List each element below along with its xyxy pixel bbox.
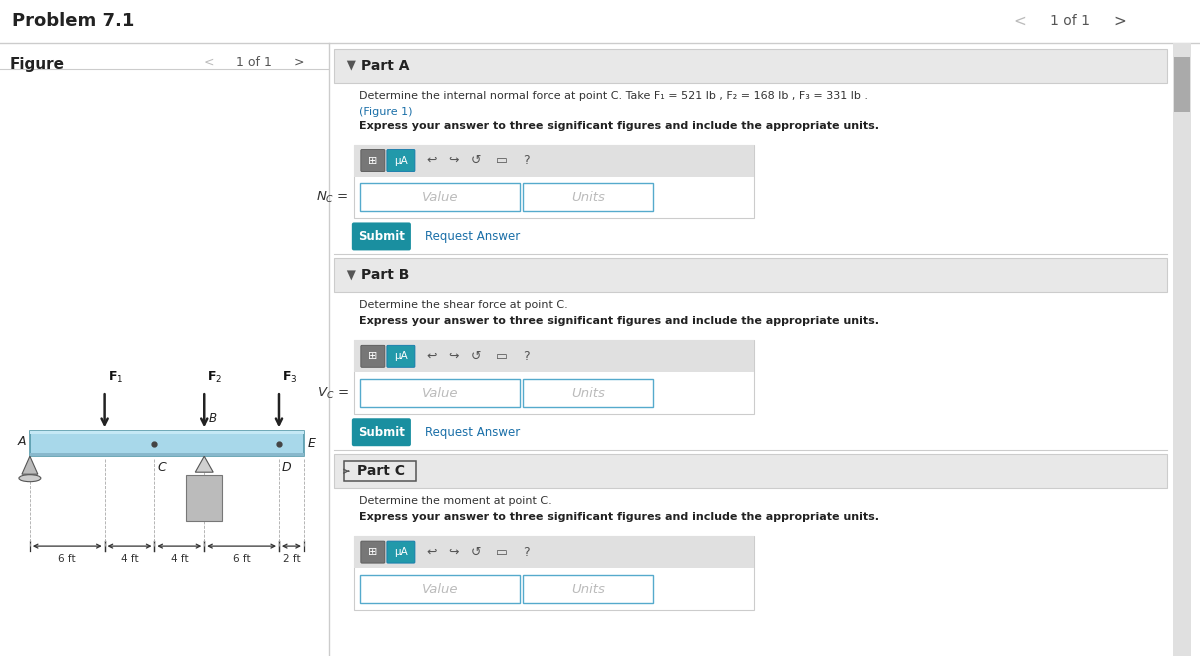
Text: Part A: Part A xyxy=(361,58,409,73)
Text: ▭: ▭ xyxy=(496,154,508,167)
Text: Express your answer to three significant figures and include the appropriate uni: Express your answer to three significant… xyxy=(359,121,878,131)
Text: >: > xyxy=(1114,14,1127,29)
Text: Units: Units xyxy=(571,583,605,596)
FancyBboxPatch shape xyxy=(386,345,415,367)
Text: Express your answer to three significant figures and include the appropriate uni: Express your answer to three significant… xyxy=(359,512,878,522)
Text: Value: Value xyxy=(421,583,458,596)
FancyBboxPatch shape xyxy=(386,150,415,171)
Bar xyxy=(354,536,755,568)
Bar xyxy=(30,431,304,456)
Text: $\mathbf{F}_{1}$: $\mathbf{F}_{1}$ xyxy=(108,370,124,385)
FancyBboxPatch shape xyxy=(352,222,410,251)
Bar xyxy=(523,184,653,211)
Text: <: < xyxy=(1014,14,1026,29)
FancyBboxPatch shape xyxy=(386,541,415,563)
Text: Request Answer: Request Answer xyxy=(425,426,520,439)
Text: Determine the moment at point C.: Determine the moment at point C. xyxy=(359,496,552,506)
Bar xyxy=(354,144,755,176)
Bar xyxy=(354,340,755,414)
Text: Figure: Figure xyxy=(10,56,65,72)
Text: ↩: ↩ xyxy=(427,154,437,167)
Polygon shape xyxy=(347,60,356,71)
Bar xyxy=(354,536,755,610)
Text: Units: Units xyxy=(571,387,605,400)
Bar xyxy=(1172,43,1190,656)
Text: 6 ft: 6 ft xyxy=(233,554,251,564)
Text: Determine the internal normal force at point C. Take F₁ = 521 lb , F₂ = 168 lb ,: Determine the internal normal force at p… xyxy=(359,91,868,100)
Text: Request Answer: Request Answer xyxy=(425,230,520,243)
Text: C: C xyxy=(157,461,166,474)
Text: ⊞: ⊞ xyxy=(368,155,378,165)
Text: Submit: Submit xyxy=(358,230,404,243)
FancyBboxPatch shape xyxy=(352,419,410,446)
Text: Problem 7.1: Problem 7.1 xyxy=(12,12,134,30)
Text: Determine the shear force at point C.: Determine the shear force at point C. xyxy=(359,300,568,310)
Text: 1 of 1: 1 of 1 xyxy=(1050,14,1090,28)
Text: E: E xyxy=(308,437,316,450)
Bar xyxy=(30,453,304,456)
Polygon shape xyxy=(196,456,214,472)
Ellipse shape xyxy=(19,475,41,482)
FancyBboxPatch shape xyxy=(361,150,385,171)
Text: Submit: Submit xyxy=(358,426,404,439)
Text: (Figure 1): (Figure 1) xyxy=(359,106,413,117)
Text: ⊞: ⊞ xyxy=(368,547,378,557)
Text: Part B: Part B xyxy=(361,268,409,282)
Bar xyxy=(334,49,1166,83)
Text: ⊞: ⊞ xyxy=(368,352,378,361)
Bar xyxy=(344,461,416,482)
Text: ↪: ↪ xyxy=(449,154,460,167)
Text: $\mathbf{F}_{3}$: $\mathbf{F}_{3}$ xyxy=(282,370,298,385)
Text: ▭: ▭ xyxy=(496,350,508,363)
Text: ?: ? xyxy=(523,154,529,167)
Text: $N_C$ =: $N_C$ = xyxy=(316,190,349,205)
Text: ↺: ↺ xyxy=(470,350,481,363)
Polygon shape xyxy=(347,270,356,280)
Text: ?: ? xyxy=(523,546,529,559)
Text: ↪: ↪ xyxy=(449,350,460,363)
Text: ↩: ↩ xyxy=(427,546,437,559)
Bar xyxy=(30,431,304,434)
Text: 2 ft: 2 ft xyxy=(283,554,300,564)
Text: $\mathbf{F}_{2}$: $\mathbf{F}_{2}$ xyxy=(208,370,222,385)
Bar xyxy=(360,379,520,407)
Polygon shape xyxy=(22,456,38,474)
Text: A: A xyxy=(18,435,26,448)
Bar xyxy=(334,454,1166,488)
Text: 4 ft: 4 ft xyxy=(121,554,138,564)
Text: Value: Value xyxy=(421,387,458,400)
Text: ↺: ↺ xyxy=(470,154,481,167)
Text: ▭: ▭ xyxy=(496,546,508,559)
Bar xyxy=(354,340,755,373)
Text: >: > xyxy=(294,56,304,69)
Text: 1 of 1: 1 of 1 xyxy=(236,56,272,69)
Text: ?: ? xyxy=(523,350,529,363)
Bar xyxy=(523,379,653,407)
Text: ↪: ↪ xyxy=(449,546,460,559)
Text: <: < xyxy=(204,56,215,69)
Bar xyxy=(186,475,222,521)
Bar xyxy=(1174,56,1190,112)
Bar xyxy=(523,575,653,603)
Text: Part C: Part C xyxy=(356,464,404,478)
Text: Express your answer to three significant figures and include the appropriate uni: Express your answer to three significant… xyxy=(359,316,878,326)
Bar xyxy=(334,258,1166,293)
Text: Value: Value xyxy=(421,191,458,204)
Text: D: D xyxy=(282,461,292,474)
Bar xyxy=(354,144,755,218)
Text: ↩: ↩ xyxy=(427,350,437,363)
Text: ↺: ↺ xyxy=(470,546,481,559)
Text: B: B xyxy=(209,412,216,425)
Text: 6 ft: 6 ft xyxy=(59,554,76,564)
FancyBboxPatch shape xyxy=(361,345,385,367)
Text: μΑ: μΑ xyxy=(394,352,408,361)
Text: Units: Units xyxy=(571,191,605,204)
Text: μΑ: μΑ xyxy=(394,547,408,557)
Text: $V_C$ =: $V_C$ = xyxy=(317,386,349,401)
Bar xyxy=(360,575,520,603)
Text: 4 ft: 4 ft xyxy=(170,554,188,564)
Bar xyxy=(360,184,520,211)
Text: μΑ: μΑ xyxy=(394,155,408,165)
FancyBboxPatch shape xyxy=(361,541,385,563)
